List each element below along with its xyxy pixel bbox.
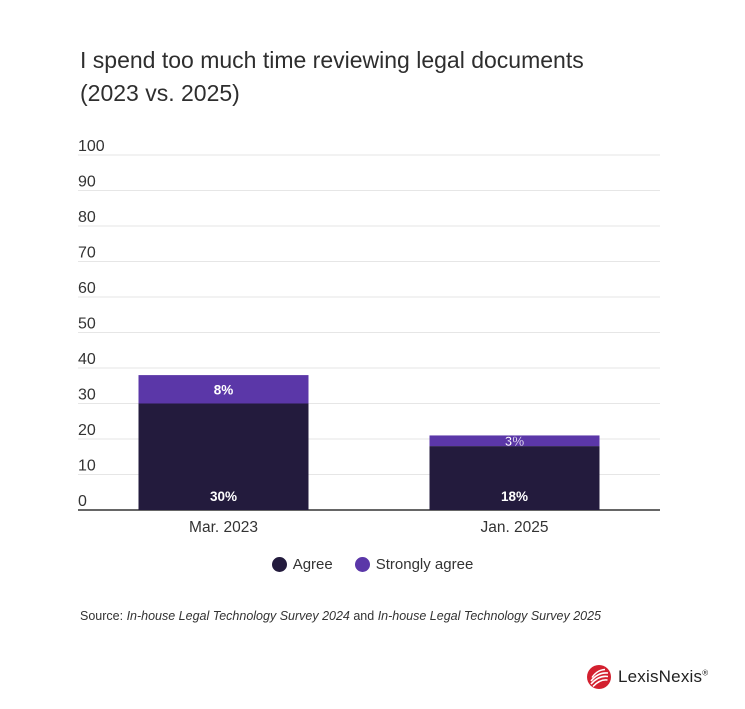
stacked-bar-chart: 0 10 20 30 40 50 60 70 80 90 100 30% 8% Mar. 2023 18% 3… <box>78 138 660 536</box>
data-label-agree-2: 18% <box>501 489 528 504</box>
chart-title: I spend too much time reviewing legal do… <box>80 44 680 110</box>
legend: Agree Strongly agree <box>0 556 745 573</box>
legend-label-strongly-agree: Strongly agree <box>375 556 474 573</box>
legend-label-agree: Agree <box>292 556 333 573</box>
data-label-strongly-agree-2: 3% <box>505 434 525 449</box>
x-tick-label-1: Mar. 2023 <box>189 519 258 536</box>
source-survey-2025: In-house Legal Technology Survey 2025 <box>377 609 601 623</box>
bar-strongly-agree-1 <box>138 375 309 404</box>
y-tick-label-50: 50 <box>78 316 96 333</box>
legend-item-agree: Agree <box>271 556 333 573</box>
brand-registered-mark: ® <box>702 668 709 678</box>
y-tick-label-40: 40 <box>78 351 96 368</box>
source-prefix: Source: <box>80 609 127 623</box>
x-tick-label-2: Jan. 2025 <box>480 519 548 536</box>
legend-swatch-strongly-agree <box>354 557 370 572</box>
y-tick-label-60: 60 <box>78 280 96 297</box>
y-tick-label-20: 20 <box>78 422 96 439</box>
y-tick-label-80: 80 <box>78 209 96 226</box>
bar-strongly-agree-2 <box>429 435 600 447</box>
brand-name-text: LexisNexis <box>618 667 703 686</box>
legend-item-strongly-agree: Strongly agree <box>354 556 474 573</box>
source-joiner: and <box>349 609 378 623</box>
data-label-strongly-agree-1: 8% <box>214 382 234 397</box>
legend-swatch-agree <box>271 557 287 572</box>
lexisnexis-logo-icon <box>587 665 611 689</box>
y-tick-label-70: 70 <box>78 245 96 262</box>
chart-title-line1: I spend too much time reviewing legal do… <box>80 47 584 73</box>
bar-agree-1 <box>138 403 309 510</box>
y-tick-label-10: 10 <box>78 458 96 475</box>
chart-title-line2: (2023 vs. 2025) <box>80 80 240 106</box>
y-tick-label-90: 90 <box>78 174 96 191</box>
bar-agree-2 <box>429 446 600 510</box>
data-label-agree-1: 30% <box>210 489 237 504</box>
y-tick-label-0: 0 <box>78 493 87 510</box>
source-note: Source: In-house Legal Technology Survey… <box>80 609 601 623</box>
source-survey-2024: In-house Legal Technology Survey 2024 <box>126 609 350 623</box>
brand-name: LexisNexis® <box>618 667 708 687</box>
y-tick-label-30: 30 <box>78 387 96 404</box>
y-tick-label-100: 100 <box>78 138 105 155</box>
lexisnexis-logo: LexisNexis® <box>586 664 708 690</box>
